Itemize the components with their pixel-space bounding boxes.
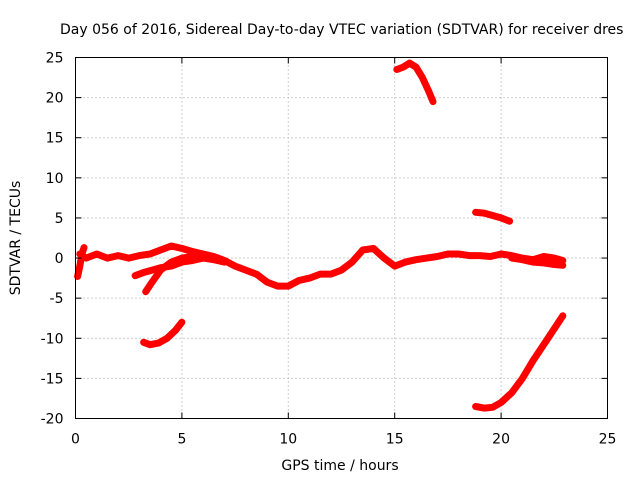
y-tick-label: 15 [46, 131, 64, 147]
series-start-dip [74, 244, 88, 280]
series-high-24 [393, 59, 437, 106]
axis-ticks [75, 57, 608, 419]
chart-title: Day 056 of 2016, Sidereal Day-to-day VTE… [60, 22, 623, 38]
series-dip-10 [140, 318, 186, 349]
y-tick-label: -5 [50, 291, 64, 307]
series-main-band [76, 242, 567, 290]
series-mid-5 [472, 208, 514, 225]
x-axis-tick-labels: 0 5 10 15 20 25 [71, 432, 616, 448]
y-tick-label: -10 [41, 331, 64, 347]
x-tick-label: 20 [492, 432, 510, 448]
y-tick-label: -20 [41, 412, 64, 428]
x-tick-label: 10 [279, 432, 297, 448]
y-tick-label: -15 [41, 371, 64, 387]
series-deep-dip [472, 312, 567, 412]
y-tick-label: 20 [46, 91, 64, 107]
series [74, 59, 567, 412]
x-tick-label: 25 [599, 432, 617, 448]
series-tail-branch [508, 254, 567, 269]
plot-frame [75, 57, 608, 419]
series-lower-branch-b [142, 253, 228, 296]
x-tick-label: 0 [71, 432, 80, 448]
x-axis-title: GPS time / hours [281, 458, 398, 474]
y-axis-title: SDTVAR / TECUs [8, 181, 24, 296]
y-tick-label: 5 [55, 211, 64, 227]
y-axis-tick-labels: 25 20 15 10 5 0 -5 -10 -15 -20 [41, 51, 64, 428]
y-tick-label: 25 [46, 51, 64, 67]
x-tick-label: 15 [386, 432, 404, 448]
x-tick-label: 5 [177, 432, 186, 448]
y-tick-label: 10 [46, 171, 64, 187]
y-tick-label: 0 [55, 251, 64, 267]
